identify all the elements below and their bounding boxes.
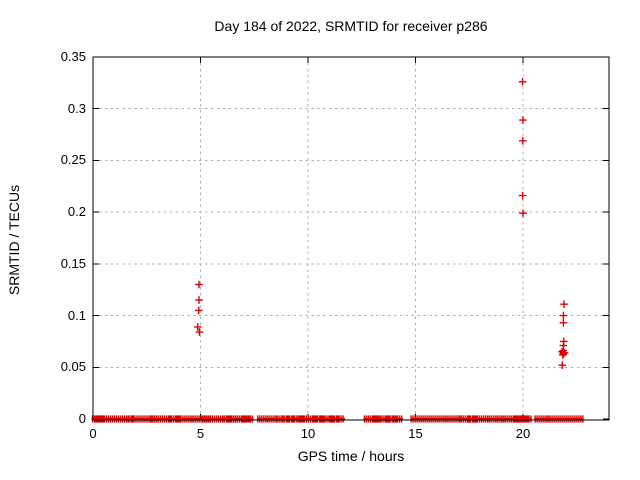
- data-points: [193, 78, 569, 369]
- x-axis-label: GPS time / hours: [297, 448, 405, 464]
- chart-title: Day 184 of 2022, SRMTID for receiver p28…: [214, 18, 488, 34]
- baseline-band-markers: [91, 415, 584, 423]
- plot-border: [92, 56, 610, 421]
- y-tick-label: 0.3: [67, 100, 86, 116]
- x-tick-label: 15: [408, 426, 423, 441]
- x-tick-label: 0: [89, 426, 97, 441]
- x-tick-label: 5: [196, 426, 205, 441]
- x-tick-label: 10: [300, 426, 316, 441]
- y-tick-label: 0.25: [60, 152, 86, 168]
- y-tick-label: 0: [78, 411, 86, 426]
- y-tick-label: 0.15: [60, 255, 86, 271]
- y-tick-label: 0.2: [67, 204, 86, 220]
- y-tick-label: 0.35: [60, 49, 86, 64]
- y-axis-label: SRMTID / TECUs: [6, 184, 22, 296]
- y-tick-label: 0.05: [60, 359, 86, 375]
- x-tick-label: 20: [515, 426, 531, 441]
- y-tick-label: 0.1: [67, 307, 86, 323]
